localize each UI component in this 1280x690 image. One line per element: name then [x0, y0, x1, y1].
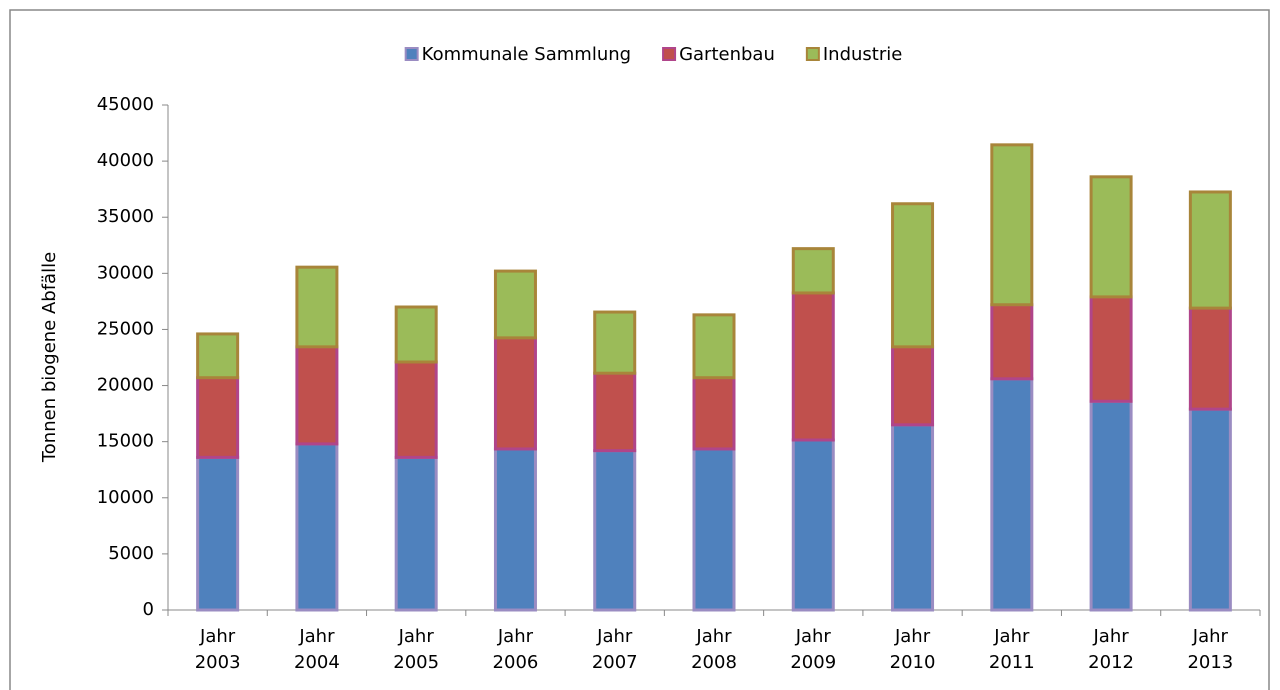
bar-segment [891, 423, 935, 612]
x-tick-label: Jahr 2006 [492, 626, 539, 673]
y-tick-label: 0 [143, 599, 154, 620]
bar-segment [692, 313, 736, 380]
bar-segment [990, 377, 1034, 612]
bar-segment [791, 438, 835, 612]
legend: Kommunale Sammlung Gartenbau Industrie [404, 44, 902, 65]
bar-segment [1188, 407, 1232, 612]
x-tick-label: Jahr 2003 [194, 626, 241, 673]
bar-segment [1089, 399, 1133, 612]
bar-segment [1089, 175, 1133, 299]
bar-segment [196, 376, 240, 459]
bar-segment [990, 143, 1034, 307]
legend-swatch [662, 47, 677, 61]
bar-segment [1188, 190, 1232, 310]
y-tick-label: 5000 [108, 543, 154, 564]
x-tick-label: Jahr 2004 [294, 626, 340, 673]
chart-border [9, 9, 1270, 690]
legend-swatch [404, 47, 419, 61]
bar-segment [295, 265, 339, 349]
y-tick-label: 10000 [97, 487, 154, 508]
x-tick-label: Jahr 2007 [591, 626, 638, 673]
legend-label: Industrie [823, 44, 902, 65]
y-tick-label: 30000 [97, 262, 154, 283]
y-tick-label: 45000 [97, 94, 154, 115]
bar-segment [692, 447, 736, 612]
bar-segment [493, 447, 537, 612]
y-tick-label: 25000 [97, 318, 154, 339]
legend-label: Kommunale Sammlung [422, 44, 631, 65]
bar-segment [891, 202, 935, 349]
y-tick-label: 40000 [97, 150, 154, 171]
bar-segment [692, 376, 736, 451]
x-tick-label: Jahr 2010 [889, 626, 936, 673]
bar-segment [1188, 306, 1232, 411]
x-tick-label: Jahr 2005 [393, 626, 440, 673]
y-axis-label: Tonnen biogene Abfälle [39, 252, 60, 463]
x-tick-label: Jahr 2013 [1187, 626, 1234, 673]
x-tick-label: Jahr 2012 [1088, 626, 1134, 673]
y-tick-label: 15000 [97, 431, 154, 452]
bar-segment [493, 269, 537, 340]
bar-segment [1089, 295, 1133, 403]
bar-segment [791, 291, 835, 442]
x-tick-label: Jahr 2008 [691, 626, 737, 673]
bar-segment [295, 345, 339, 446]
bar-segment [196, 332, 240, 380]
x-tick-label: Jahr 2009 [790, 626, 837, 673]
bar-segment [593, 449, 637, 612]
bar-segment [990, 303, 1034, 381]
x-tick-label: Jahr 2011 [988, 626, 1035, 673]
bar-segment [394, 455, 438, 612]
bar-segment [295, 442, 339, 612]
bar-segment [891, 345, 935, 427]
bar-segment [791, 247, 835, 295]
bar-segment [196, 455, 240, 612]
bar-segment [394, 360, 438, 459]
y-tick-label: 35000 [97, 206, 154, 227]
legend-swatch [805, 47, 820, 61]
bar-segment [593, 310, 637, 375]
bar-segment [493, 336, 537, 451]
bar-segment [394, 305, 438, 364]
legend-label: Gartenbau [679, 44, 775, 65]
bar-segment [593, 371, 637, 453]
y-tick-label: 20000 [97, 375, 154, 396]
